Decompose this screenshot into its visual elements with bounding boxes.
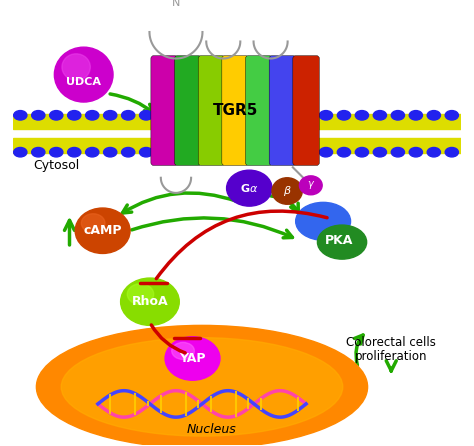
Text: Colorectal cells: Colorectal cells <box>346 336 436 349</box>
Ellipse shape <box>247 111 261 120</box>
Ellipse shape <box>373 111 386 120</box>
FancyBboxPatch shape <box>151 56 177 165</box>
Text: G$\alpha$: G$\alpha$ <box>240 182 258 194</box>
Text: cAMP: cAMP <box>83 224 122 237</box>
Ellipse shape <box>283 111 297 120</box>
Text: C: C <box>310 178 318 188</box>
Ellipse shape <box>175 148 189 157</box>
Ellipse shape <box>391 148 404 157</box>
Ellipse shape <box>301 111 315 120</box>
Ellipse shape <box>211 111 225 120</box>
Ellipse shape <box>427 148 440 157</box>
Bar <box>152 114 319 153</box>
Text: Cytosol: Cytosol <box>34 159 80 172</box>
Ellipse shape <box>193 148 207 157</box>
Text: $\gamma$: $\gamma$ <box>307 179 315 191</box>
Ellipse shape <box>36 326 368 446</box>
Ellipse shape <box>14 148 27 157</box>
Ellipse shape <box>50 111 63 120</box>
Ellipse shape <box>337 148 351 157</box>
Ellipse shape <box>139 111 153 120</box>
Ellipse shape <box>283 148 297 157</box>
Ellipse shape <box>211 148 225 157</box>
Ellipse shape <box>121 111 135 120</box>
Ellipse shape <box>319 148 333 157</box>
Ellipse shape <box>229 148 243 157</box>
Ellipse shape <box>68 111 81 120</box>
Ellipse shape <box>356 111 369 120</box>
Ellipse shape <box>86 111 99 120</box>
Ellipse shape <box>409 111 422 120</box>
Ellipse shape <box>265 111 279 120</box>
Ellipse shape <box>50 148 63 157</box>
Ellipse shape <box>300 176 322 195</box>
Ellipse shape <box>139 148 153 157</box>
Ellipse shape <box>356 148 369 157</box>
FancyBboxPatch shape <box>293 56 319 165</box>
FancyBboxPatch shape <box>269 56 296 165</box>
Ellipse shape <box>445 148 458 157</box>
Text: N: N <box>172 0 180 8</box>
Ellipse shape <box>127 284 154 305</box>
Ellipse shape <box>427 111 440 120</box>
Text: RhoA: RhoA <box>132 295 168 308</box>
Ellipse shape <box>32 148 45 157</box>
Text: Nucleus: Nucleus <box>187 423 237 436</box>
Ellipse shape <box>172 343 194 359</box>
Ellipse shape <box>62 54 91 80</box>
Text: $\beta$: $\beta$ <box>283 184 292 198</box>
Ellipse shape <box>445 111 458 120</box>
Ellipse shape <box>227 170 272 206</box>
Ellipse shape <box>55 47 113 102</box>
FancyBboxPatch shape <box>222 56 248 165</box>
Ellipse shape <box>296 202 351 240</box>
Ellipse shape <box>373 148 386 157</box>
Ellipse shape <box>229 111 243 120</box>
Ellipse shape <box>120 278 179 326</box>
FancyBboxPatch shape <box>246 56 272 165</box>
Ellipse shape <box>157 111 171 120</box>
Ellipse shape <box>301 148 315 157</box>
Ellipse shape <box>319 111 333 120</box>
FancyBboxPatch shape <box>198 56 225 165</box>
Text: TGR5: TGR5 <box>212 103 258 118</box>
Ellipse shape <box>409 148 422 157</box>
Ellipse shape <box>157 148 171 157</box>
Bar <box>13 138 461 153</box>
Ellipse shape <box>165 337 220 380</box>
Ellipse shape <box>193 111 207 120</box>
Ellipse shape <box>391 111 404 120</box>
Ellipse shape <box>68 148 81 157</box>
Ellipse shape <box>82 214 105 233</box>
Ellipse shape <box>104 148 117 157</box>
Ellipse shape <box>247 148 261 157</box>
Ellipse shape <box>337 111 351 120</box>
Ellipse shape <box>32 111 45 120</box>
Text: UDCA: UDCA <box>66 77 101 87</box>
Ellipse shape <box>272 178 302 204</box>
Ellipse shape <box>86 148 99 157</box>
Text: PKA: PKA <box>325 234 354 247</box>
Ellipse shape <box>75 208 130 253</box>
Ellipse shape <box>121 148 135 157</box>
Ellipse shape <box>265 148 279 157</box>
Ellipse shape <box>104 111 117 120</box>
Text: YAP: YAP <box>179 352 206 365</box>
Ellipse shape <box>318 225 367 259</box>
FancyBboxPatch shape <box>174 56 201 165</box>
Ellipse shape <box>61 338 343 436</box>
Ellipse shape <box>14 111 27 120</box>
Text: proliferation: proliferation <box>355 350 428 363</box>
Bar <box>13 114 461 129</box>
Ellipse shape <box>175 111 189 120</box>
